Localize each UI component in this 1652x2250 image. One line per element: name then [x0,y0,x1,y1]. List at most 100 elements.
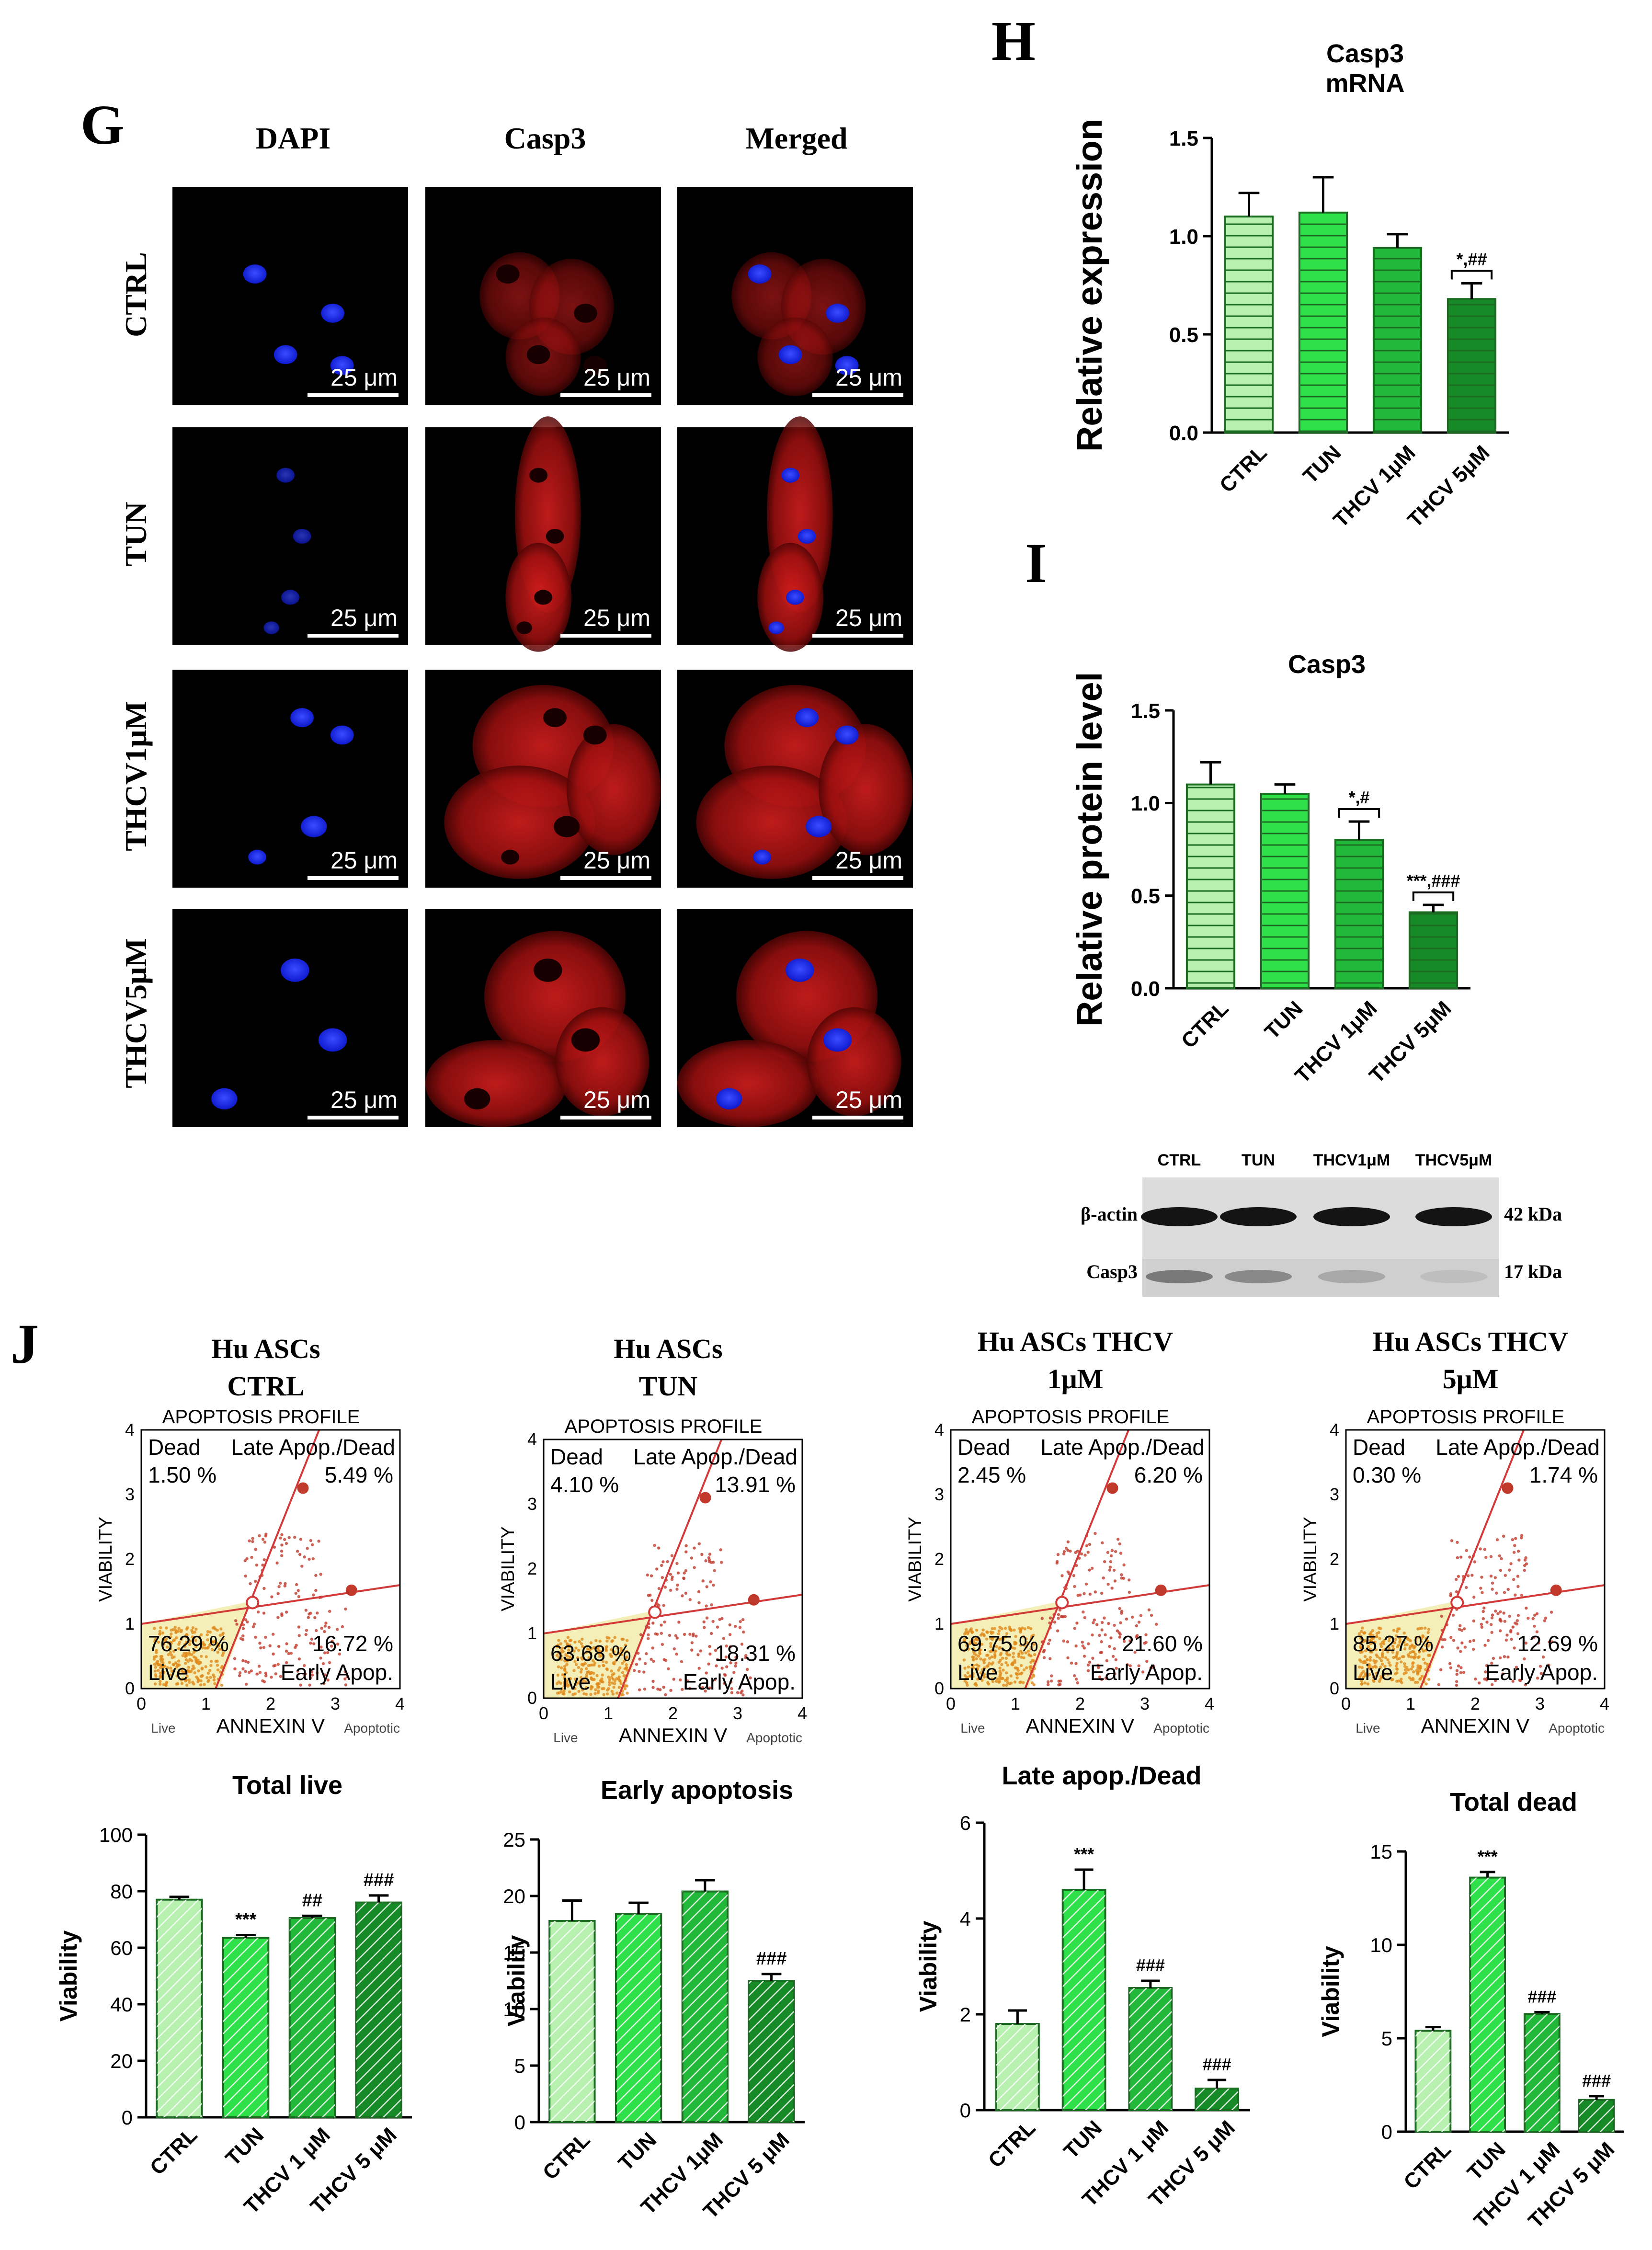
quadrant-live-percent: 76.29 % [148,1631,229,1656]
column-header-dapi: DAPI [256,121,330,155]
scatter-point [556,1673,560,1677]
scatter-point [300,1565,304,1568]
scatter-point [993,1656,996,1659]
scatter-point [676,1571,680,1575]
scatter-point [581,1662,585,1666]
flow-x-right-word: Apoptotic [746,1730,802,1745]
scatter-point [711,1620,715,1623]
scatter-point [1512,1578,1515,1581]
merged-nucleus [798,529,816,544]
scatter-point [310,1637,314,1641]
scatter-point [566,1635,570,1639]
y-tick-label: 10 [503,1998,525,2021]
scatter-point [235,1622,239,1626]
scatter-point [1469,1640,1472,1643]
scatter-point [1547,1663,1550,1667]
scatter-point [617,1668,620,1672]
scatter-point [559,1657,563,1661]
merged-nucleus [806,816,832,837]
gate-center-handle [1450,1596,1464,1610]
chart-title: Total live [232,1771,342,1800]
scatter-point [584,1651,588,1655]
scatter-point [1519,1679,1522,1682]
scatter-point [159,1657,162,1661]
scatter-point [1048,1616,1052,1620]
scatter-point [964,1677,968,1680]
scatter-point [637,1651,640,1655]
scatter-point [707,1662,710,1666]
western-blot: CTRL TUN THCV1μM THCV5μM β-actin Casp3 4… [1081,1151,1562,1297]
scatter-point [684,1544,688,1548]
scatter-point [244,1618,248,1622]
scatter-point [1489,1555,1493,1558]
scatter-point [1110,1587,1114,1590]
flow-y-axis-label: VIABILITY [905,1517,925,1601]
scatter-point [1379,1666,1382,1669]
scatter-point [254,1548,257,1551]
scatter-point [1015,1676,1019,1679]
scatter-point [723,1682,726,1685]
scatter-point [1131,1615,1134,1619]
significance-label: ### [1203,2055,1231,2074]
scatter-point [1057,1617,1060,1620]
scatter-point [709,1580,712,1584]
scatter-point [247,1670,251,1674]
scatter-point [1093,1618,1096,1622]
casp3-cell-signal [677,1040,819,1127]
flow-y-tick: 1 [1330,1614,1339,1633]
scatter-point [670,1554,674,1557]
scatter-point [319,1573,322,1576]
scatter-point [1463,1627,1466,1631]
scatter-point [276,1616,280,1619]
micrograph-thcv1-dapi: 25 μm [172,670,408,888]
scatter-point [1094,1590,1097,1594]
scatter-point [172,1663,176,1667]
scatter-point [1525,1606,1528,1610]
scatter-point [688,1633,692,1636]
scatter-point [565,1663,569,1666]
scatter-point [1535,1612,1539,1615]
scatter-point [1375,1635,1379,1638]
scatter-point [1122,1563,1126,1567]
scatter-point [1515,1622,1519,1626]
y-tick-label: 40 [110,1993,133,2016]
scatter-point [1449,1636,1453,1639]
scale-bar [308,876,399,880]
scatter-point [285,1610,288,1614]
scatter-point [313,1616,317,1620]
scatter-point [638,1670,641,1673]
scatter-point [158,1675,162,1679]
scatter-point [1517,1558,1521,1562]
scatter-point [617,1677,620,1681]
scatter-point [1143,1642,1146,1645]
scatter-point [1389,1664,1392,1667]
scatter-point [660,1623,663,1627]
flow-plot-frame [140,1429,401,1690]
scatter-point [581,1637,584,1641]
scatter-point [1108,1565,1112,1569]
scatter-point [699,1649,703,1653]
scatter-point [315,1671,319,1675]
scatter-point [176,1682,180,1686]
quadrant-early-percent: 12.69 % [1517,1631,1598,1656]
scatter-point [740,1643,744,1646]
dapi-nucleus [248,849,267,865]
scatter-point [591,1663,594,1667]
scatter-point [1458,1628,1461,1631]
scatter-point [970,1666,974,1670]
scatter-point [1109,1636,1113,1640]
scatter-point [304,1609,308,1612]
scatter-point [153,1669,157,1673]
scatter-point [336,1628,339,1631]
scatter-point [681,1688,684,1691]
scatter-point [262,1645,266,1649]
micrograph-thcv5-dapi: 25 μm [172,909,408,1127]
panel-i-letter: I [1025,532,1047,594]
scatter-point [675,1636,679,1640]
scatter-point [1396,1651,1399,1654]
scatter-point [585,1647,589,1651]
merged-nucleus [778,345,802,365]
scatter-point [191,1626,195,1630]
scatter-point [1514,1593,1517,1597]
